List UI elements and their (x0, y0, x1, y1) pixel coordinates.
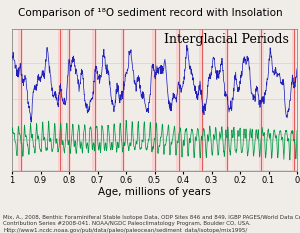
Text: Interglacial Periods: Interglacial Periods (164, 33, 289, 46)
Bar (121, 29, 125, 171)
Bar (67, 29, 71, 171)
Bar (92, 29, 97, 171)
Text: Comparison of ¹⁸O sediment record with Insolation: Comparison of ¹⁸O sediment record with I… (18, 8, 282, 18)
Bar (58, 29, 63, 171)
Bar (18, 29, 23, 171)
Bar (259, 29, 264, 171)
Text: Mix, A., 2008, Benthic Foraminiferal Stable Isotope Data, ODP Sites 846 and 849,: Mix, A., 2008, Benthic Foraminiferal Sta… (3, 215, 300, 233)
Bar (225, 29, 230, 171)
Bar (152, 29, 157, 171)
Bar (176, 29, 181, 171)
Bar (199, 29, 204, 171)
Bar (292, 29, 296, 171)
X-axis label: Age, millions of years: Age, millions of years (98, 186, 211, 196)
